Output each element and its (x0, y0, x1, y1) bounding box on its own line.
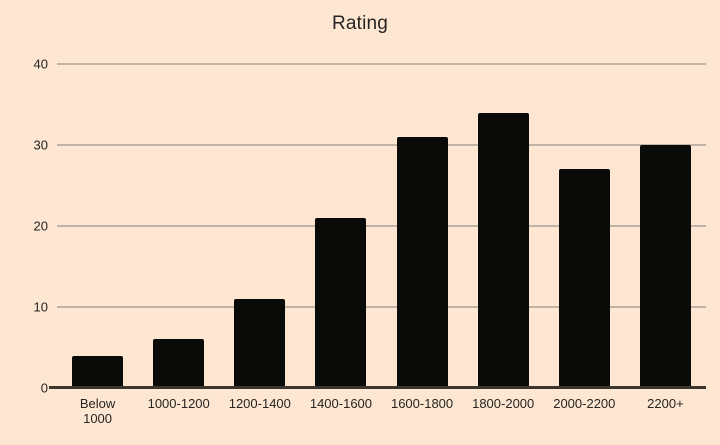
x-tick-label: 1400-1600 (309, 396, 373, 411)
x-tick-label: 1000-1200 (147, 396, 210, 411)
bar-band (463, 64, 544, 388)
bar (558, 169, 610, 388)
bar (315, 217, 367, 388)
x-tick-label: 1200-1400 (228, 396, 291, 411)
gridline (57, 225, 706, 227)
plot-area (49, 63, 706, 389)
y-tick-label: 20 (33, 218, 48, 234)
gridline (57, 306, 706, 308)
y-tick-label: 0 (40, 380, 48, 396)
bar-band (544, 64, 625, 388)
bar (153, 339, 205, 388)
x-axis-line (49, 386, 706, 389)
x-tick-label: 2000-2200 (553, 396, 616, 411)
y-tick-label: 30 (33, 137, 48, 153)
y-tick-label: 40 (33, 56, 48, 72)
bar-band (300, 64, 381, 388)
bar-series (57, 64, 706, 388)
x-tick-label: 1800-2000 (472, 396, 535, 411)
gridline (57, 144, 706, 146)
bar (396, 136, 448, 388)
bar (72, 355, 124, 388)
bar-band (382, 64, 463, 388)
bar-band (219, 64, 300, 388)
gridline (57, 63, 706, 65)
bar (477, 112, 529, 388)
x-tick-label: Below 1000 (79, 396, 116, 426)
bar (234, 298, 286, 388)
bar (639, 145, 691, 388)
x-tick-label: 2200+ (647, 396, 684, 411)
bar-band (625, 64, 706, 388)
bar-band (57, 64, 138, 388)
chart-title: Rating (331, 13, 389, 34)
x-axis: Below 1000 1000-1200 1200-1400 1400-1600 160… (57, 396, 706, 426)
y-tick-label: 10 (33, 299, 48, 315)
y-axis: 0 10 20 30 40 (0, 57, 48, 396)
bar-band (138, 64, 219, 388)
x-tick-label: 1600-1800 (390, 396, 454, 411)
